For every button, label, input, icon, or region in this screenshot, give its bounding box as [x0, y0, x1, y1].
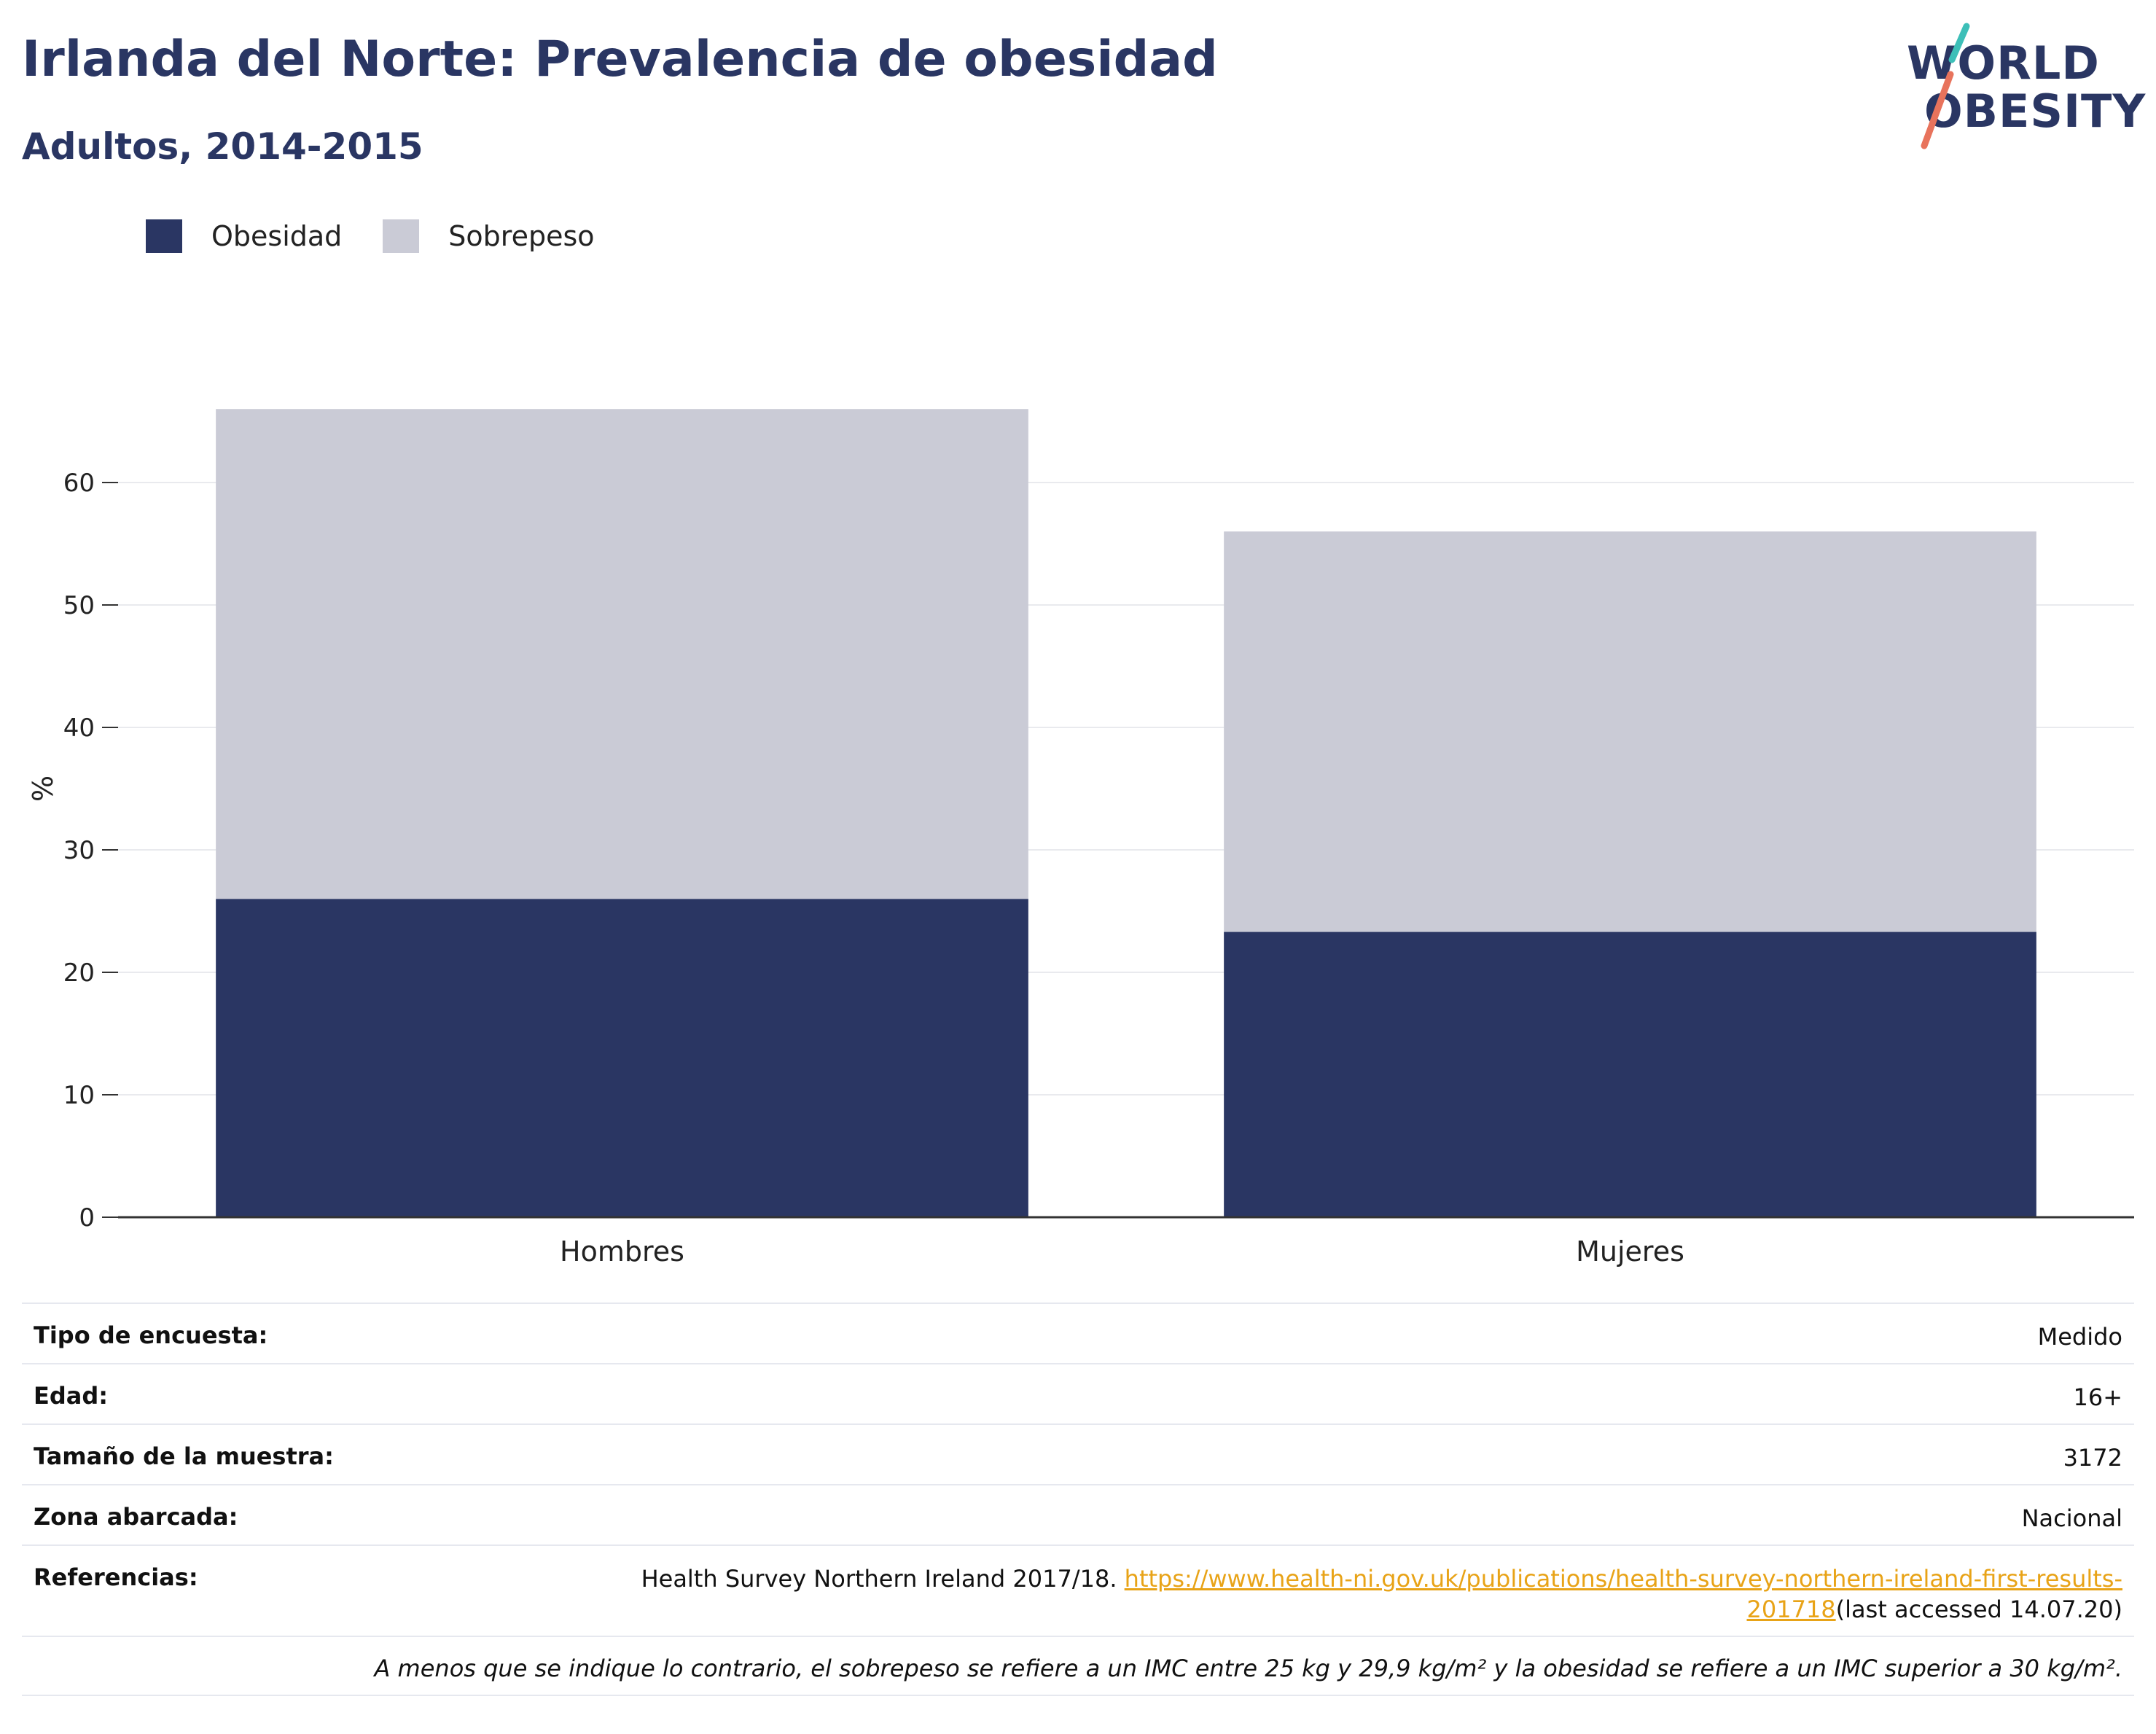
legend-label-sobrepeso: Sobrepeso: [448, 220, 595, 252]
bar-sobrepeso-hombres: [216, 409, 1028, 899]
info-label-edad: Edad:: [34, 1382, 109, 1410]
reference-link-part2[interactable]: 201718: [1746, 1596, 1836, 1623]
info-row-muestra: Tamaño de la muestra: 3172: [22, 1423, 2134, 1484]
info-label-referencias: Referencias:: [34, 1563, 198, 1591]
y-tick-label-60: 60: [63, 469, 95, 498]
info-row-referencias: Referencias: Health Survey Northern Irel…: [22, 1544, 2134, 1636]
legend-swatch-obesidad: [146, 219, 182, 253]
logo-word-world: WORLD: [1907, 36, 2100, 90]
chart-title: Irlanda del Norte: Prevalencia de obesid…: [22, 31, 1218, 88]
y-axis-title: %: [27, 776, 59, 802]
chart-legend: Obesidad Sobrepeso: [146, 217, 636, 255]
stacked-bar-chart: 0 10 20 30 40 50 60% Hombres Mujeres: [27, 409, 2134, 1268]
bar-sobrepeso-mujeres: [1224, 531, 2036, 932]
info-value-tipo: Medido: [2037, 1323, 2122, 1351]
info-value-referencias: Health Survey Northern Ireland 2017/18. …: [641, 1563, 2122, 1625]
bar-obesidad-mujeres: [1224, 932, 2036, 1217]
info-row-edad: Edad: 16+: [22, 1363, 2134, 1423]
legend-swatch-sobrepeso: [383, 219, 420, 253]
x-tick-label-hombres: Hombres: [560, 1235, 684, 1268]
info-label-tipo: Tipo de encuesta:: [34, 1321, 268, 1349]
info-label-zona: Zona abarcada:: [34, 1503, 238, 1531]
reference-text: Health Survey Northern Ireland 2017/18.: [641, 1565, 1125, 1593]
legend-label-obesidad: Obesidad: [211, 220, 343, 252]
logo-slash-icon: [1921, 23, 1970, 149]
legend-item-obesidad[interactable]: Obesidad: [146, 219, 342, 253]
y-tick-label-10: 10: [63, 1081, 95, 1110]
chart-subtitle: Adultos, 2014-2015: [22, 125, 423, 168]
info-value-muestra: 3172: [2063, 1444, 2122, 1472]
y-tick-label-50: 50: [63, 591, 95, 620]
x-tick-label-mujeres: Mujeres: [1576, 1235, 1684, 1268]
reference-accessed: (last accessed 14.07.20): [1835, 1596, 2122, 1623]
info-row-zona: Zona abarcada: Nacional: [22, 1484, 2134, 1544]
bar-obesidad-hombres: [216, 899, 1028, 1217]
info-row-note: A menos que se indique lo contrario, el …: [22, 1636, 2134, 1696]
world-obesity-logo: WORLD OBESITY: [1895, 22, 2147, 153]
definition-note: A menos que se indique lo contrario, el …: [374, 1655, 2122, 1682]
info-row-tipo: Tipo de encuesta: Medido: [22, 1303, 2134, 1363]
info-value-zona: Nacional: [2021, 1504, 2122, 1532]
reference-link-part1[interactable]: https://www.health-ni.gov.uk/publication…: [1124, 1565, 2122, 1593]
y-tick-label-30: 30: [63, 836, 95, 865]
logo-word-obesity: OBESITY: [1924, 85, 2147, 138]
reference-line-1: Health Survey Northern Ireland 2017/18. …: [641, 1563, 2122, 1594]
reference-line-2: 201718(last accessed 14.07.20): [641, 1594, 2122, 1625]
logo-slash-teal: [1948, 23, 1970, 63]
y-tick-label-20: 20: [63, 958, 95, 988]
legend-item-sobrepeso[interactable]: Sobrepeso: [383, 219, 595, 253]
survey-info-table: Tipo de encuesta: Medido Edad: 16+ Tamañ…: [22, 1303, 2134, 1696]
info-value-edad: 16+: [2073, 1383, 2122, 1411]
info-label-muestra: Tamaño de la muestra:: [34, 1442, 334, 1470]
y-tick-label-40: 40: [63, 714, 95, 743]
y-tick-label-0: 0: [79, 1203, 95, 1233]
logo-slash-coral: [1921, 71, 1954, 149]
